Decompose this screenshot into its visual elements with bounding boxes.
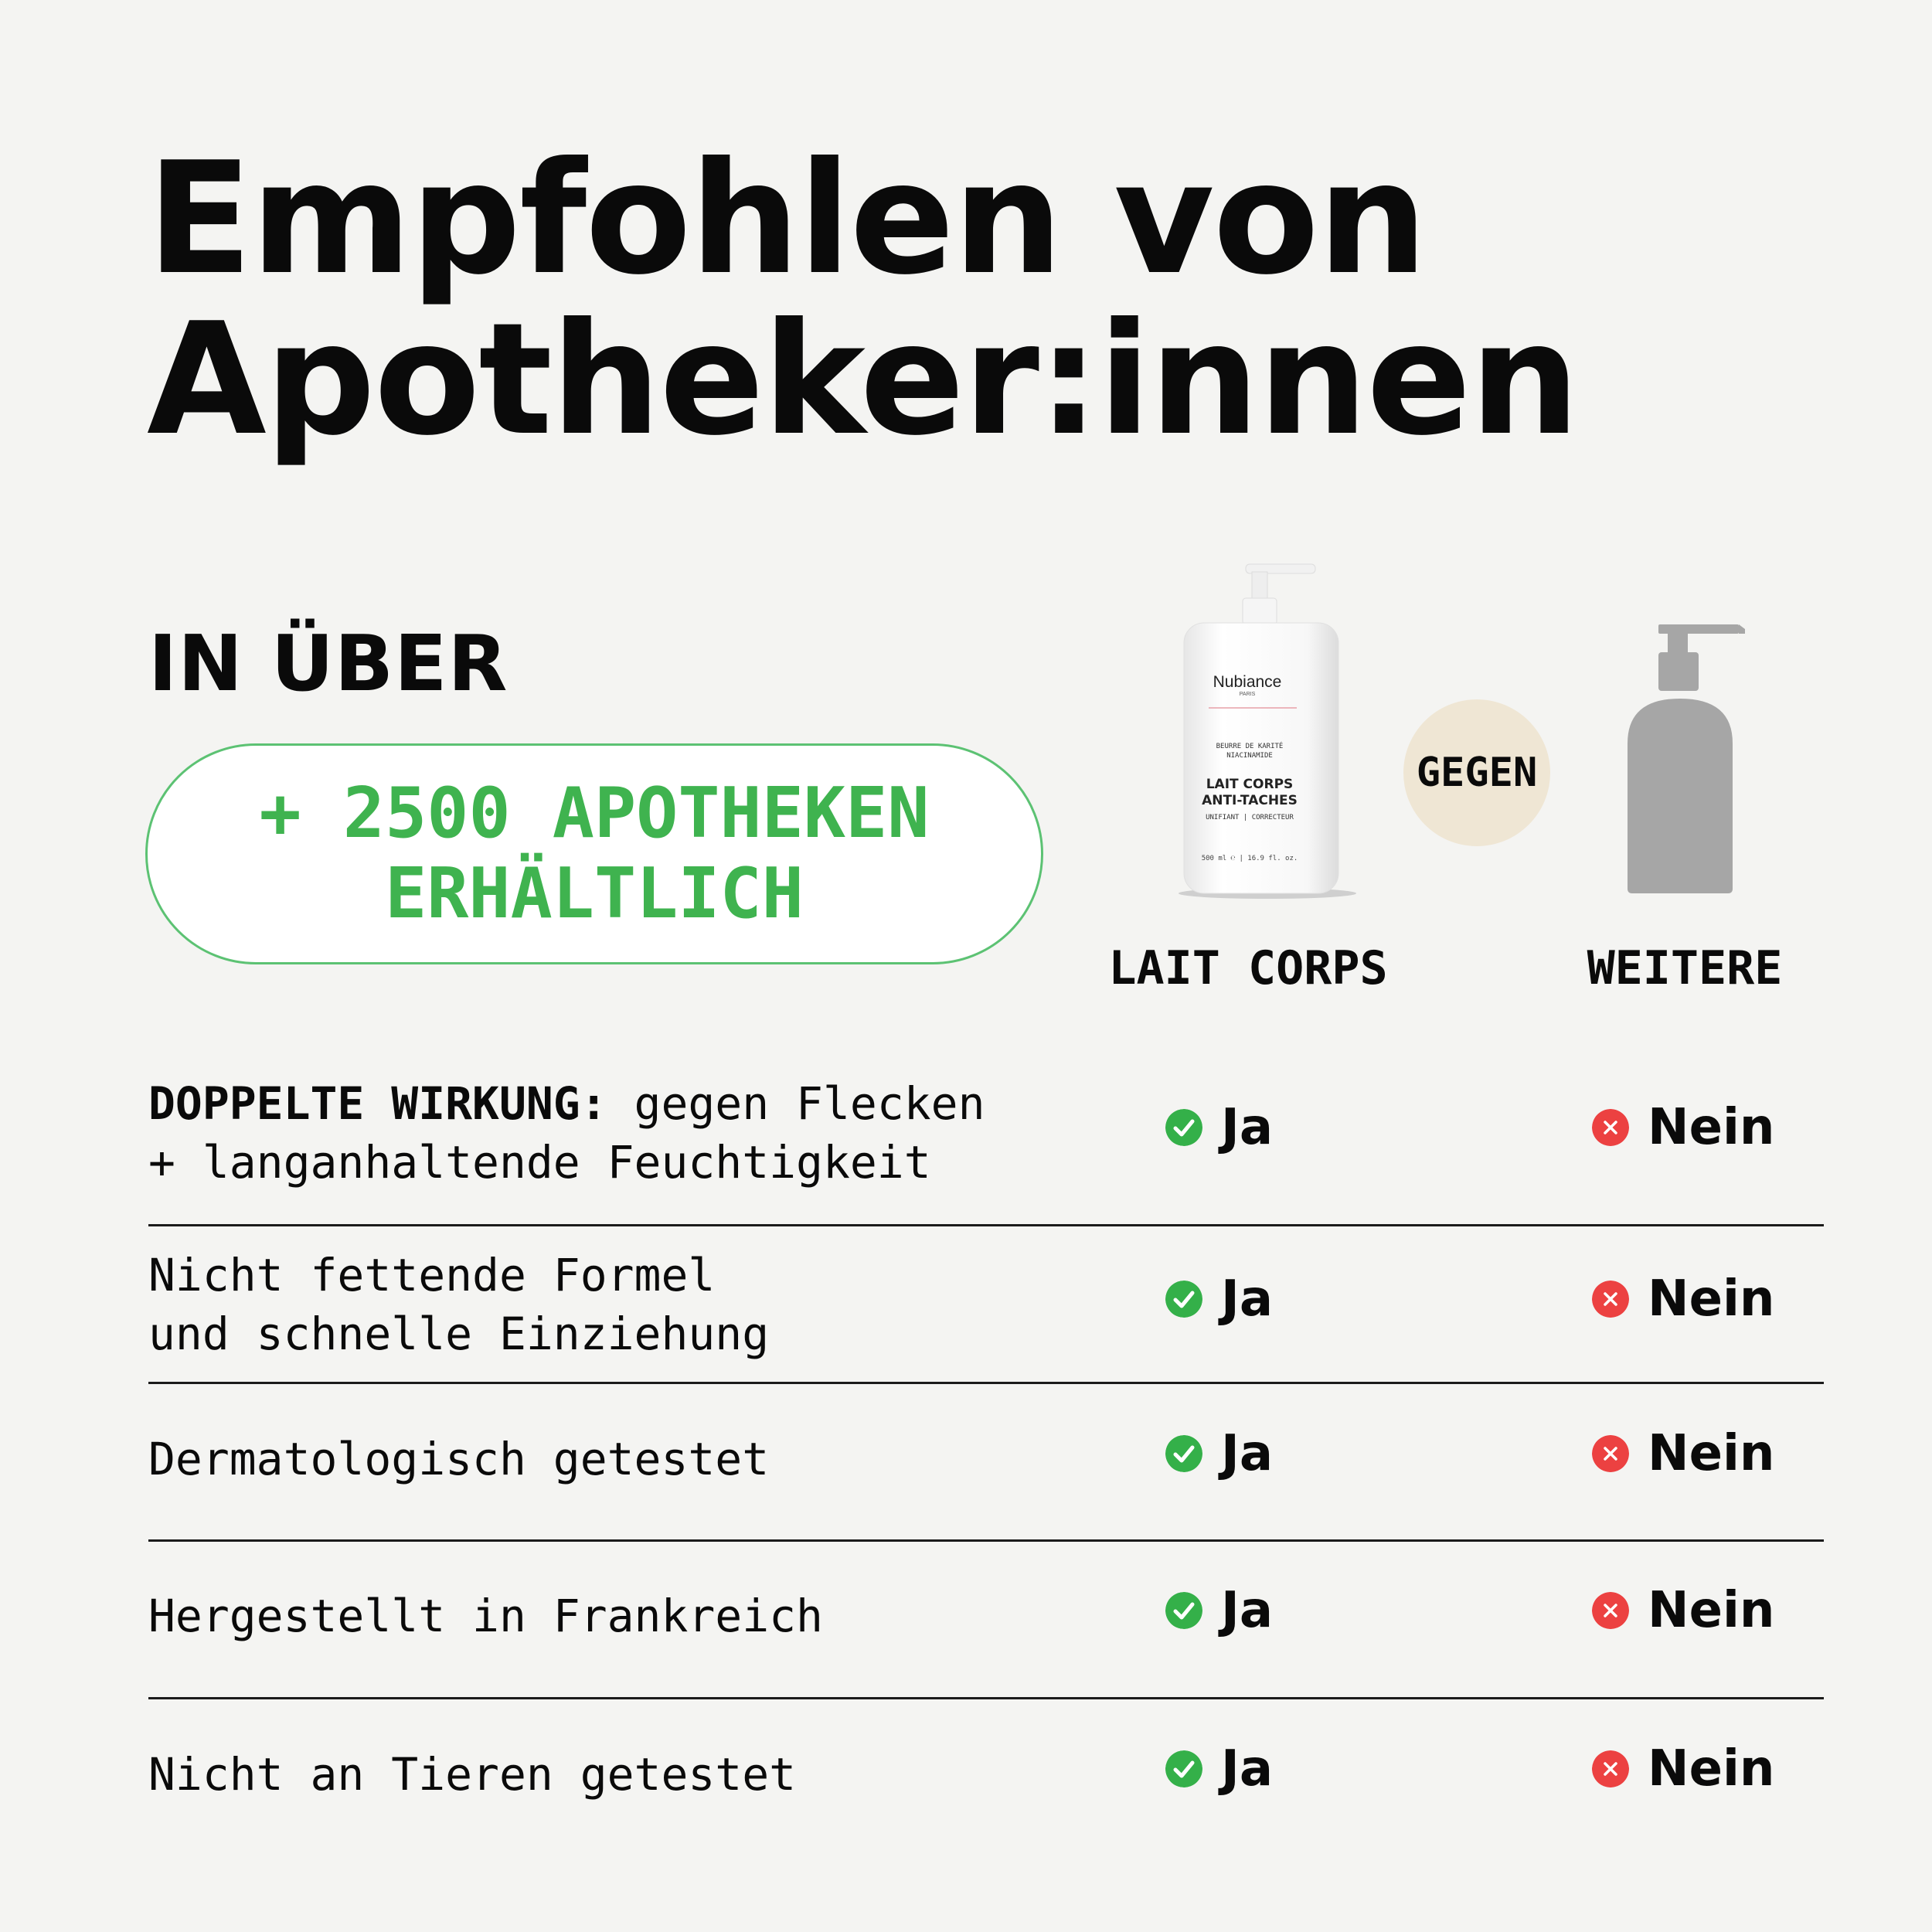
row-divider — [148, 1697, 1824, 1699]
others-value: Nein — [1648, 1740, 1775, 1798]
ours-value: Ja — [1221, 1740, 1273, 1798]
ours-value: Ja — [1221, 1099, 1273, 1156]
row-label-line-2: + langanhaltende Feuchtigkeit — [148, 1136, 931, 1189]
others-cell: Nein — [1592, 1425, 1774, 1482]
column-header-others: WEITERE — [1587, 941, 1783, 995]
bottle-brand: Nubiance — [1213, 673, 1282, 691]
others-cell: Nein — [1592, 1099, 1774, 1156]
ours-value: Ja — [1221, 1425, 1273, 1482]
bottle-name-1: LAIT CORPS — [1206, 777, 1294, 792]
others-value: Nein — [1648, 1270, 1775, 1328]
row-label: Dermatologisch getestet — [148, 1430, 769, 1488]
cross-icon — [1592, 1109, 1629, 1146]
others-cell: Nein — [1592, 1582, 1774, 1639]
row-label: Hergestellt in Frankreich — [148, 1587, 823, 1645]
comparison-row: Nicht fettende Formel und schnelle Einzie… — [148, 1246, 1824, 1369]
page-title: Empfohlen von Apotheker:innen — [147, 129, 1580, 470]
pill-line-1: + 2500 APOTHEKEN — [259, 773, 930, 854]
ours-cell: Ja — [1165, 1740, 1273, 1798]
others-value: Nein — [1648, 1425, 1775, 1482]
comparison-row: DOPPELTE WIRKUNG: gegen Flecken + langanh… — [148, 1074, 1824, 1198]
ours-cell: Ja — [1165, 1099, 1273, 1156]
row-label-line-1: Nicht fettende Formel — [148, 1249, 716, 1301]
others-cell: Nein — [1592, 1270, 1774, 1328]
row-label-line-1: Hergestellt in Frankreich — [148, 1590, 823, 1642]
cross-icon — [1592, 1281, 1629, 1318]
column-header-ours: LAIT CORPS — [1108, 941, 1388, 995]
bottle-claims: UNIFIANT | CORRECTEUR — [1206, 814, 1294, 821]
bottle-ingredients-2: NIACINAMIDE — [1226, 752, 1273, 760]
comparison-row: Hergestellt in Frankreich Ja Nein — [148, 1582, 1824, 1648]
ours-value: Ja — [1221, 1582, 1273, 1639]
row-divider — [148, 1539, 1824, 1542]
check-icon — [1165, 1592, 1202, 1629]
bottle-brand-sub: PARIS — [1240, 692, 1256, 697]
generic-bottle-icon — [1623, 618, 1747, 896]
title-line-1: Empfohlen von — [147, 129, 1427, 309]
ours-cell: Ja — [1165, 1582, 1273, 1639]
bottle-name-2: ANTI-TACHES — [1202, 793, 1298, 808]
versus-badge: GEGEN — [1403, 699, 1550, 846]
ours-value: Ja — [1221, 1270, 1273, 1328]
cross-icon — [1592, 1435, 1629, 1472]
comparison-row: Dermatologisch getestet Ja Nein — [148, 1425, 1824, 1492]
row-divider — [148, 1224, 1824, 1226]
title-line-2: Apotheker:innen — [147, 290, 1580, 470]
cross-icon — [1592, 1592, 1629, 1629]
bottle-volume: 500 ml ℮ | 16.9 fl. oz. — [1202, 855, 1298, 862]
versus-label: GEGEN — [1416, 750, 1538, 796]
others-value: Nein — [1648, 1582, 1775, 1639]
bottle-ingredients-1: BEURRE DE KARITÉ — [1216, 741, 1284, 750]
cross-icon — [1592, 1750, 1629, 1787]
row-label-bold: DOPPELTE WIRKUNG: — [148, 1077, 607, 1130]
row-label-line-1: gegen Flecken — [607, 1077, 985, 1130]
others-cell: Nein — [1592, 1740, 1774, 1798]
check-icon — [1165, 1435, 1202, 1472]
row-label-line-1: Dermatologisch getestet — [148, 1433, 770, 1485]
ours-cell: Ja — [1165, 1270, 1273, 1328]
product-bottle-image: Nubiance PARIS BEURRE DE KARITÉ NIACINAM… — [1175, 563, 1360, 903]
row-divider — [148, 1382, 1824, 1384]
row-label-line-1: Nicht an Tieren getestet — [148, 1748, 797, 1801]
row-label: DOPPELTE WIRKUNG: gegen Flecken + langanh… — [148, 1074, 985, 1192]
ours-cell: Ja — [1165, 1425, 1273, 1482]
row-label: Nicht fettende Formel und schnelle Einzie… — [148, 1246, 769, 1363]
check-icon — [1165, 1109, 1202, 1146]
others-value: Nein — [1648, 1099, 1775, 1156]
pharmacy-count-badge: + 2500 APOTHEKEN ERHÄLTLICH — [145, 743, 1043, 964]
pill-line-2: ERHÄLTLICH — [385, 853, 804, 934]
check-icon — [1165, 1281, 1202, 1318]
availability-prefix: IN ÜBER — [148, 618, 509, 709]
row-label: Nicht an Tieren getestet — [148, 1745, 796, 1804]
check-icon — [1165, 1750, 1202, 1787]
row-label-line-2: und schnelle Einziehung — [148, 1308, 770, 1360]
comparison-row: Nicht an Tieren getestet Ja Nein — [148, 1740, 1824, 1807]
